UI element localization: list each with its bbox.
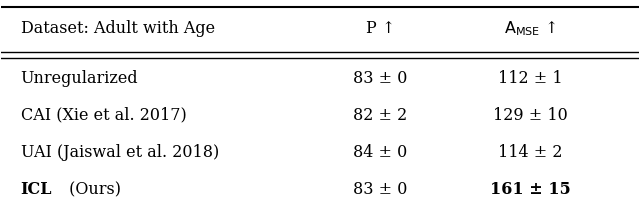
Text: CAI (Xie et al. 2017): CAI (Xie et al. 2017) [20,107,186,124]
Text: Dataset: Adult with Age: Dataset: Adult with Age [20,20,214,37]
Text: P ↑: P ↑ [366,20,395,37]
Text: 83 ± 0: 83 ± 0 [353,181,408,198]
Text: Unregularized: Unregularized [20,70,138,87]
Text: 129 ± 10: 129 ± 10 [493,107,568,124]
Text: UAI (Jaiswal et al. 2018): UAI (Jaiswal et al. 2018) [20,144,219,161]
Text: 82 ± 2: 82 ± 2 [353,107,408,124]
Text: 84 ± 0: 84 ± 0 [353,144,408,161]
Text: 112 ± 1: 112 ± 1 [498,70,563,87]
Text: $\mathrm{A_{MSE}}$ ↑: $\mathrm{A_{MSE}}$ ↑ [504,19,557,38]
Text: 161 ± 15: 161 ± 15 [490,181,571,198]
Text: 114 ± 2: 114 ± 2 [498,144,563,161]
Text: ICL: ICL [20,181,52,198]
Text: 83 ± 0: 83 ± 0 [353,70,408,87]
Text: (Ours): (Ours) [64,181,121,198]
